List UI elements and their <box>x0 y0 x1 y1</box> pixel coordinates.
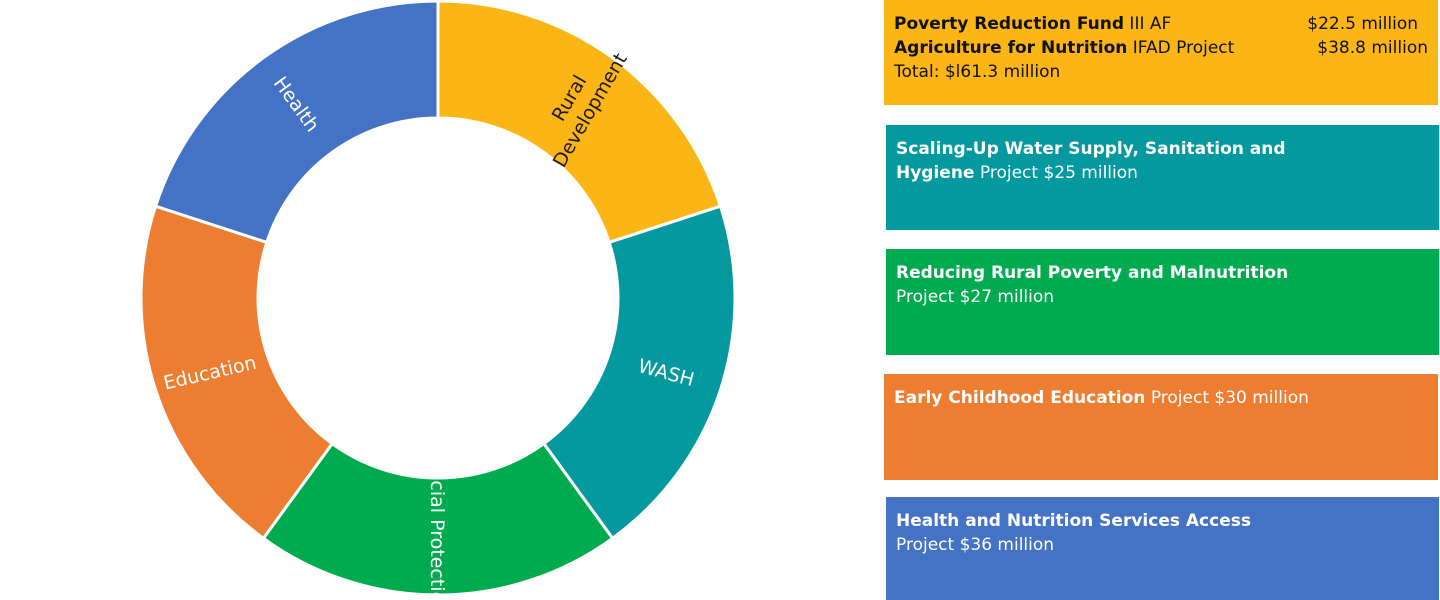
wash-project-amount: Project $25 million <box>974 163 1138 183</box>
poverty-reduction-fund-row: Poverty Reduction Fund III AF $22.5 mill… <box>894 12 1428 36</box>
rural-total: Total: $l61.3 million <box>894 62 1061 82</box>
poverty-reduction-fund-suffix: III AF <box>1124 14 1172 34</box>
health-segment <box>153 0 440 245</box>
health-project-name: Health and Nutrition Services Access <box>896 511 1251 531</box>
rural-development-card: Poverty Reduction Fund III AF $22.5 mill… <box>884 0 1438 105</box>
agriculture-for-nutrition-row: Agriculture for Nutrition IFAD Project $… <box>894 36 1428 60</box>
agriculture-for-nutrition-suffix: IFAD Project <box>1127 38 1235 58</box>
education-segment <box>139 204 335 541</box>
poverty-reduction-fund-amount: $22.5 million <box>1307 14 1418 34</box>
education-project-amount: Project $30 million <box>1145 388 1309 408</box>
social-protection-label: Social Protection <box>426 457 448 600</box>
social-protection-project-name: Reducing Rural Poverty and Malnutrition <box>896 263 1289 283</box>
poverty-reduction-fund-name: Poverty Reduction Fund <box>894 14 1125 34</box>
wash-project-name-line2: Hygiene <box>896 163 975 183</box>
wash-segment <box>541 204 737 541</box>
health-card: Health and Nutrition Services Access Pro… <box>886 497 1439 600</box>
agriculture-for-nutrition-amount: $38.8 million <box>1317 38 1428 58</box>
education-project-name: Early Childhood Education <box>894 388 1146 408</box>
wash-card: Scaling-Up Water Supply, Sanitation and … <box>886 125 1439 230</box>
rural-development-segment <box>436 0 723 245</box>
education-card: Early Childhood Education Project $30 mi… <box>884 374 1438 480</box>
social-protection-card: Reducing Rural Poverty and Malnutrition … <box>886 249 1439 355</box>
health-project-amount: Project $36 million <box>896 535 1055 555</box>
social-protection-project-amount: Project $27 million <box>896 287 1055 307</box>
agriculture-for-nutrition-name: Agriculture for Nutrition <box>894 38 1128 58</box>
wash-project-name-line1: Scaling-Up Water Supply, Sanitation and <box>896 139 1286 159</box>
social-protection-segment <box>261 441 615 597</box>
